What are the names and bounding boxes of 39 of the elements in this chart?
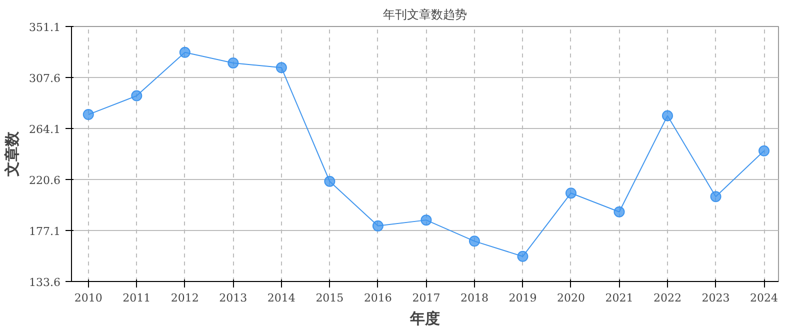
point bbox=[82, 109, 94, 120]
x-tick-label: 2015 bbox=[316, 292, 344, 304]
point bbox=[710, 191, 722, 202]
point bbox=[179, 46, 190, 58]
chart-title: 年刊文章数趋势 bbox=[383, 8, 467, 22]
point bbox=[565, 188, 576, 199]
y-tick-label: 220.6 bbox=[29, 174, 61, 187]
point bbox=[131, 90, 142, 102]
y-axis-title: 文章数 bbox=[3, 130, 22, 178]
y-tick-label: 307.6 bbox=[29, 72, 61, 85]
x-tick-label: 2011 bbox=[122, 292, 151, 304]
point bbox=[420, 214, 432, 226]
x-tick-label: 2021 bbox=[605, 292, 634, 304]
y-tick-label: 351.1 bbox=[29, 21, 61, 34]
point bbox=[324, 176, 336, 187]
point bbox=[228, 57, 239, 68]
point bbox=[614, 206, 625, 218]
point bbox=[468, 236, 480, 247]
point bbox=[517, 250, 528, 262]
y-tick-label: 177.1 bbox=[29, 225, 61, 238]
x-tick-label: 2016 bbox=[364, 292, 392, 304]
x-tick-label: 2014 bbox=[267, 292, 296, 304]
point bbox=[662, 110, 674, 122]
x-tick-label: 2012 bbox=[170, 292, 199, 304]
x-tick-label: 2018 bbox=[460, 292, 488, 304]
y-tick-label: 133.6 bbox=[29, 276, 61, 289]
x-tick-label: 2017 bbox=[412, 292, 440, 304]
x-tick-label: 2024 bbox=[750, 292, 778, 304]
x-tick-label: 2010 bbox=[74, 292, 102, 304]
x-tick-label: 2020 bbox=[556, 292, 585, 304]
x-tick-label: 2022 bbox=[654, 292, 682, 304]
point bbox=[758, 145, 770, 156]
x-tick-label: 2013 bbox=[219, 292, 248, 304]
x-tick-label: 2019 bbox=[508, 292, 537, 304]
y-tick-label: 264.1 bbox=[29, 123, 61, 136]
x-axis-title: 年度 bbox=[409, 310, 440, 328]
point bbox=[372, 220, 384, 232]
x-tick-label: 2023 bbox=[702, 292, 730, 304]
point bbox=[276, 62, 287, 74]
